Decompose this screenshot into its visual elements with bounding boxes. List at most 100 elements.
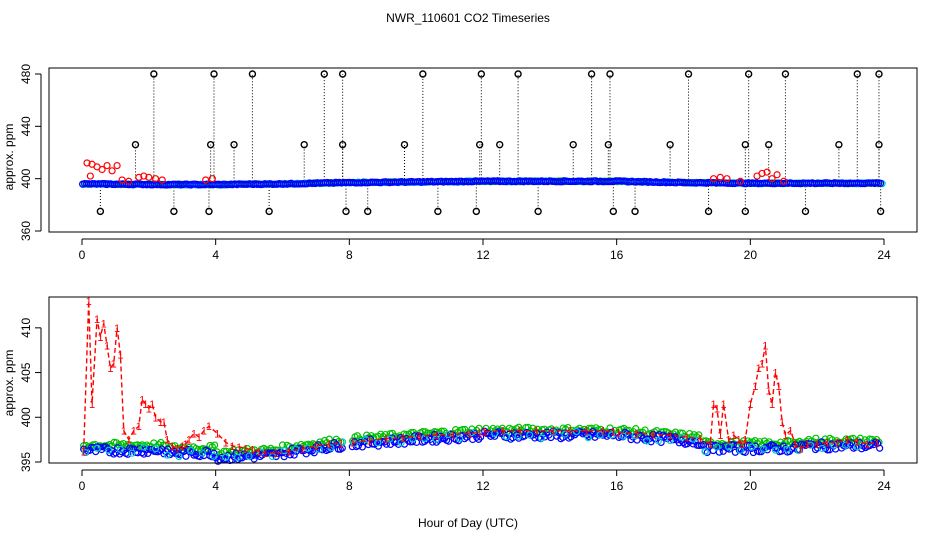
top-point-black (604, 140, 613, 149)
bottom-point-blue (232, 449, 240, 457)
bottom-point-cyan (654, 437, 663, 445)
bottom-point-label: 1 (107, 363, 113, 375)
bottom-point-cyan (760, 445, 768, 453)
bottom-point-cyan (725, 443, 733, 451)
top-point-black (631, 207, 639, 216)
top-point-black (338, 140, 347, 149)
top-point-red (118, 176, 126, 184)
bottom-point-cyan (643, 437, 651, 445)
bottom-point-cyan (748, 443, 756, 451)
bottom-x-tick-label: 24 (877, 479, 891, 493)
bottom-point-label: 1 (854, 436, 860, 448)
bottom-point-cyan (397, 439, 405, 447)
bottom-point-blue (144, 449, 152, 458)
bottom-point-label: 1 (223, 437, 229, 449)
bottom-point-label: 1 (174, 444, 180, 456)
bottom-point-blue (843, 439, 852, 448)
top-point-red (83, 159, 91, 167)
bottom-point-label: 1 (779, 417, 785, 429)
bottom-point-cyan (666, 436, 674, 445)
bottom-point-blue (374, 442, 383, 450)
bottom-point-label: 1 (117, 350, 123, 362)
bottom-point-blue (491, 432, 499, 440)
bottom-point-label: 1 (338, 438, 344, 450)
bottom-point-label: 1 (146, 403, 152, 415)
top-point-black (741, 140, 750, 149)
bottom-point-label: 1 (142, 399, 148, 411)
bottom-point-label: 1 (610, 427, 616, 439)
bottom-point-blue (761, 444, 769, 452)
top-point-red (151, 175, 160, 183)
bottom-point-label: 1 (256, 446, 262, 458)
bottom-point-cyan (163, 451, 171, 459)
top-point-black (876, 207, 885, 216)
top-panel: approx. ppm 0 4 8 12 16 20 24 360 400 440 480 (2, 64, 918, 262)
bottom-y-tick-label: 395 (19, 452, 33, 472)
bottom-point-label: 1 (121, 426, 127, 438)
bottom-point-cyan (701, 447, 709, 456)
bottom-point-label: 1 (864, 439, 870, 451)
top-y-tick-label: 480 (19, 64, 33, 84)
bottom-y-tick-label: 410 (19, 318, 33, 338)
bottom-point-cyan (198, 449, 206, 457)
top-point-red (145, 173, 153, 181)
top-point-red (773, 171, 781, 179)
bottom-point-label: 1 (86, 296, 92, 308)
bottom-point-label: 1 (450, 429, 456, 441)
bottom-point-cyan (713, 443, 721, 451)
bottom-point-blue (876, 444, 884, 452)
bottom-point-label: 1 (567, 426, 573, 438)
bottom-point-cyan (409, 435, 417, 443)
bottom-point-label: 1 (131, 426, 137, 438)
bottom-x-tick-label: 0 (79, 479, 86, 493)
bottom-point-blue (473, 433, 481, 441)
bottom-point-green (475, 424, 483, 432)
bottom-point-label: 1 (834, 437, 840, 449)
bottom-point-cyan (245, 452, 253, 460)
bottom-point-blue (471, 430, 479, 438)
bottom-point-cyan (140, 443, 148, 451)
bottom-point-blue (238, 454, 246, 462)
bottom-point-blue (811, 445, 820, 454)
bottom-point-cyan (116, 445, 125, 453)
bottom-point-cyan (315, 445, 323, 453)
bottom-point-cyan (771, 446, 779, 454)
bottom-point-label: 1 (286, 446, 292, 458)
bottom-point-blue (432, 438, 441, 446)
bottom-point-label: 1 (196, 432, 202, 444)
top-y-tick-label: 360 (19, 221, 33, 241)
top-point-red (758, 169, 766, 178)
bottom-point-cyan (783, 445, 791, 453)
bottom-point-cyan (584, 434, 592, 442)
bottom-point-label: 1 (263, 448, 269, 460)
bottom-x-tick-label: 8 (346, 479, 353, 493)
top-x-tick-label: 8 (346, 248, 353, 262)
bottom-point-blue (577, 428, 585, 436)
top-point-black (514, 70, 522, 78)
bottom-point-cyan (596, 431, 604, 439)
bottom-point-label: 1 (191, 428, 197, 440)
bottom-point-cyan (689, 435, 698, 443)
top-point-black (265, 207, 273, 216)
bottom-point-label: 1 (772, 368, 778, 380)
bottom-point-cyan (514, 432, 522, 441)
top-point-black (419, 70, 427, 78)
top-point-black (96, 207, 105, 216)
bottom-point-label: 1 (824, 437, 830, 449)
bottom-point-label: 1 (383, 434, 389, 446)
bottom-point-label: 1 (739, 439, 745, 451)
bottom-point-green (409, 428, 418, 437)
bottom-point-green (676, 429, 684, 437)
bottom-point-label: 1 (152, 412, 158, 424)
top-point-black (741, 207, 750, 216)
bottom-frame (48, 296, 918, 464)
bottom-point-label: 1 (500, 426, 506, 438)
top-point-black (534, 207, 542, 216)
bottom-point-cyan (549, 428, 557, 436)
top-point-black (300, 140, 308, 149)
bottom-point-label: 1 (697, 434, 703, 446)
top-point-red (113, 161, 121, 170)
top-point-black (684, 70, 693, 78)
bottom-point-cyan (339, 438, 347, 446)
bottom-point-blue (729, 441, 737, 449)
